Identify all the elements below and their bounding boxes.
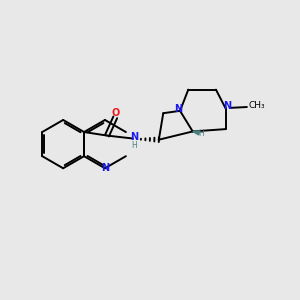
Text: N: N: [101, 163, 109, 173]
Text: H: H: [198, 129, 204, 138]
Text: O: O: [111, 109, 119, 118]
Text: CH₃: CH₃: [249, 101, 266, 110]
Text: H: H: [131, 141, 137, 150]
Text: N: N: [175, 104, 183, 114]
Text: N: N: [224, 101, 232, 111]
Polygon shape: [193, 131, 200, 135]
Text: N: N: [130, 132, 139, 142]
